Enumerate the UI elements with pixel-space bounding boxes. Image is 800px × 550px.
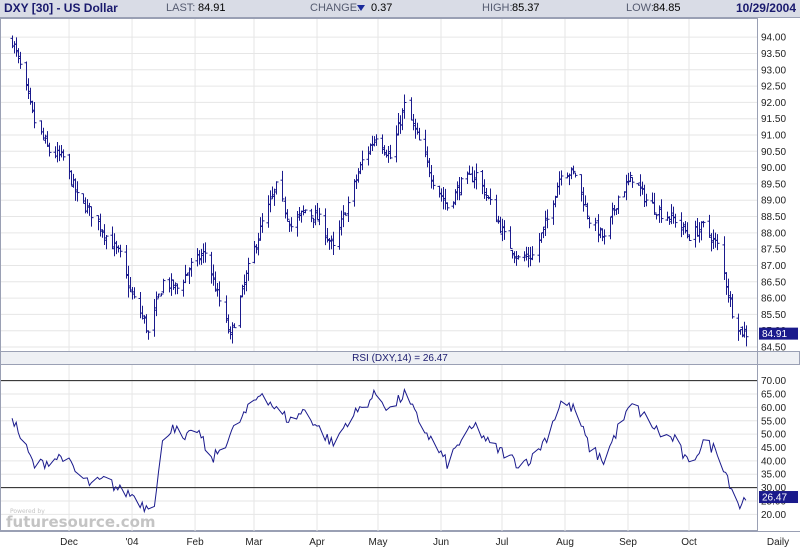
last-price-label: 84.91: [762, 329, 787, 340]
x-tick-label: '04: [126, 537, 139, 548]
change-label: CHANGE:: [310, 2, 361, 14]
last-label: LAST:: [166, 2, 196, 14]
price-y-tick-label: 92.50: [761, 82, 786, 93]
rsi-y-tick-label: 60.00: [761, 403, 786, 414]
x-tick-label: Daily: [767, 537, 789, 548]
watermark-caption: Powered by: [10, 508, 45, 515]
price-y-tick-label: 84.50: [761, 343, 786, 354]
rsi-y-tick-label: 70.00: [761, 376, 786, 387]
x-tick-label: Aug: [556, 537, 574, 548]
x-tick-label: Sep: [619, 537, 637, 548]
x-tick-label: Jul: [496, 537, 509, 548]
x-tick-label: Feb: [186, 537, 204, 548]
low-value: 84.85: [653, 2, 681, 14]
watermark: Powered by futuresource.com: [6, 508, 156, 531]
price-y-tick-label: 90.50: [761, 147, 786, 158]
price-y-tick-label: 85.50: [761, 310, 786, 321]
high-value: 85.37: [512, 2, 540, 14]
change-down-arrow-icon: [355, 2, 368, 14]
price-y-tick-label: 91.50: [761, 114, 786, 125]
x-tick-label: May: [369, 537, 388, 548]
rsi-y-tick-label: 40.00: [761, 456, 786, 467]
x-tick-label: Mar: [245, 537, 263, 548]
price-y-tick-label: 92.00: [761, 98, 786, 109]
x-tick-label: Jun: [433, 537, 449, 548]
last-rsi-tag: [759, 491, 798, 504]
rsi-y-tick-label: 50.00: [761, 430, 786, 441]
price-y-tick-label: 86.00: [761, 294, 786, 305]
price-y-tick-label: 88.50: [761, 212, 786, 223]
rsi-y-tick-label: 55.00: [761, 416, 786, 427]
rsi-line: [11, 387, 747, 514]
price-y-tick-label: 89.50: [761, 179, 786, 190]
price-panel-frame: [0, 18, 758, 352]
rsi-y-tick-label: 35.00: [761, 470, 786, 481]
rsi-y-tick-label: 30.00: [761, 483, 786, 494]
price-y-tick-label: 87.00: [761, 261, 786, 272]
price-y-tick-label: 88.00: [761, 228, 786, 239]
x-tick-label: Oct: [681, 537, 697, 548]
last-price-tag: [759, 327, 798, 340]
price-y-tick-label: 94.00: [761, 33, 786, 44]
last-value: 84.91: [198, 2, 226, 14]
watermark-brand: futuresource.com: [6, 513, 156, 531]
chart-date: 10/29/2004: [735, 1, 796, 15]
price-y-tick-label: 87.50: [761, 245, 786, 256]
price-y-tick-label: 91.00: [761, 131, 786, 142]
price-y-tick-label: 93.00: [761, 65, 786, 76]
rsi-title: RSI (DXY,14) = 26.47: [352, 353, 448, 364]
price-y-tick-label: 86.50: [761, 277, 786, 288]
high-label: HIGH:: [482, 2, 513, 14]
low-label: LOW:: [626, 2, 654, 14]
last-rsi-label: 26.47: [762, 493, 787, 504]
x-tick-label: Apr: [309, 537, 325, 548]
price-y-tick-label: 93.50: [761, 49, 786, 60]
price-y-tick-label: 89.00: [761, 196, 786, 207]
rsi-y-tick-label: 20.00: [761, 510, 786, 521]
price-y-tick-label: 90.00: [761, 163, 786, 174]
change-value: 0.37: [371, 2, 393, 14]
rsi-y-tick-label: 65.00: [761, 390, 786, 401]
rsi-y-tick-label: 45.00: [761, 443, 786, 454]
instrument-title: DXY [30] - US Dollar: [4, 1, 118, 15]
chart-header: DXY [30] - US Dollar LAST: 84.91 CHANGE:…: [0, 0, 800, 18]
x-tick-label: Dec: [60, 537, 78, 548]
